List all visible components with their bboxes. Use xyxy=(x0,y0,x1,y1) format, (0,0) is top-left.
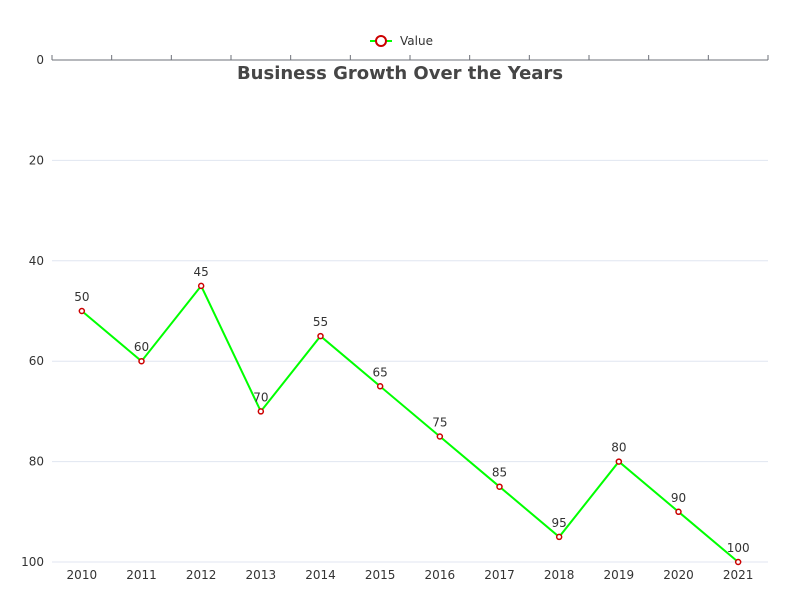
data-label: 95 xyxy=(552,516,567,530)
x-tick-label: 2015 xyxy=(365,568,396,582)
legend-marker-swatch xyxy=(375,35,387,47)
data-point[interactable] xyxy=(317,332,324,340)
x-axis-tick-labels: 2010 2011 2012 2013 2014 2015 2016 2017 2018 2019… xyxy=(67,568,754,582)
data-label: 75 xyxy=(432,416,447,430)
data-point[interactable] xyxy=(555,533,563,541)
y-tick-label: 60 xyxy=(29,354,44,368)
x-tick-label: 2013 xyxy=(246,568,277,582)
series-value: 50 60 45 70 55 65 75 85 95 80 90 100 xyxy=(74,265,750,566)
y-tick-label: 0 xyxy=(36,53,44,67)
y-tick-label: 20 xyxy=(29,153,44,167)
data-point[interactable] xyxy=(615,458,623,465)
data-label: 55 xyxy=(313,315,328,329)
data-label: 90 xyxy=(671,491,686,505)
data-label: 80 xyxy=(611,441,626,455)
x-tick-label: 2011 xyxy=(126,568,157,582)
data-label: 45 xyxy=(194,265,209,279)
data-point[interactable] xyxy=(436,433,444,440)
x-axis xyxy=(51,55,769,61)
x-tick-label: 2014 xyxy=(305,568,336,582)
data-label: 70 xyxy=(253,390,268,404)
data-point[interactable] xyxy=(496,483,503,490)
y-tick-label: 40 xyxy=(29,254,44,268)
data-label: 65 xyxy=(373,365,388,379)
y-tick-label: 80 xyxy=(29,455,44,469)
data-point[interactable] xyxy=(734,558,742,566)
x-tick-label: 2019 xyxy=(604,568,635,582)
legend-label: Value xyxy=(400,34,433,48)
data-label: 85 xyxy=(492,466,507,480)
grid-lines xyxy=(52,159,768,563)
x-tick-label: 2020 xyxy=(663,568,694,582)
chart-title: Business Growth Over the Years xyxy=(237,63,563,84)
data-label: 60 xyxy=(134,340,149,354)
data-point[interactable] xyxy=(138,357,145,365)
x-tick-label: 2012 xyxy=(186,568,217,582)
data-point[interactable] xyxy=(78,307,86,315)
y-axis-tick-labels: 0 20 40 60 80 100 xyxy=(21,53,44,569)
data-label: 50 xyxy=(74,290,89,304)
x-tick-label: 2017 xyxy=(484,568,515,582)
x-tick-label: 2021 xyxy=(723,568,754,582)
data-point[interactable] xyxy=(675,508,682,516)
x-tick-label: 2010 xyxy=(67,568,98,582)
x-tick-label: 2018 xyxy=(544,568,575,582)
legend[interactable]: Value xyxy=(370,34,433,48)
data-point[interactable] xyxy=(376,383,384,390)
x-tick-label: 2016 xyxy=(425,568,456,582)
data-label: 100 xyxy=(727,541,750,555)
y-tick-label: 100 xyxy=(21,555,44,569)
data-point[interactable] xyxy=(197,282,205,290)
series-line xyxy=(81,284,739,563)
data-point[interactable] xyxy=(257,408,265,415)
